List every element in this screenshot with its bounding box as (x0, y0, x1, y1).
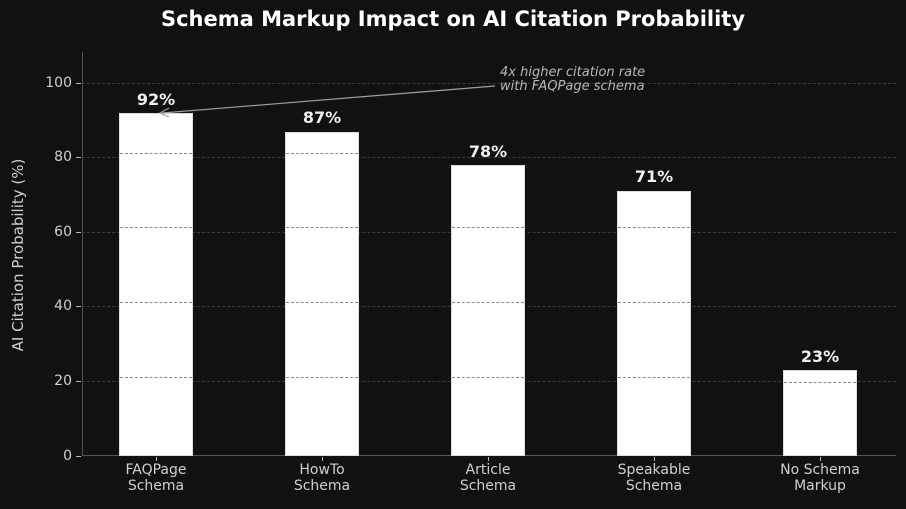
bar-value-label: 87% (302, 108, 342, 127)
x-tick (488, 457, 489, 461)
y-tick-label: 80 (54, 149, 72, 165)
plot-area: 0 20 40 60 80 100 92% 87% 78% 71% 23% FA… (45, 52, 896, 494)
y-tick (76, 381, 81, 382)
bar-value-label: 71% (634, 167, 674, 186)
bar-value-label: 23% (800, 347, 840, 366)
x-tick-label: Article Schema (459, 462, 517, 494)
chart-title: Schema Markup Impact on AI Citation Prob… (160, 7, 746, 31)
y-tick-label: 60 (54, 224, 72, 240)
gridline-80 (82, 157, 896, 158)
x-tick-label: FAQPage Schema (125, 462, 187, 494)
bar-value-label: 78% (468, 142, 508, 161)
y-tick (76, 232, 81, 233)
bar-speakable (617, 191, 691, 456)
x-tick (820, 457, 821, 461)
y-tick-label: 40 (54, 298, 72, 314)
y-tick-label: 100 (45, 75, 72, 91)
x-tick-label: HowTo Schema (293, 462, 351, 494)
y-tick (76, 306, 81, 307)
y-tick (76, 157, 81, 158)
gridline-100 (82, 83, 896, 84)
bar-howto (285, 132, 359, 456)
bar-article (451, 165, 525, 456)
bar-value-label: 92% (136, 90, 176, 109)
x-tick (156, 457, 157, 461)
bar-faqpage (119, 113, 193, 456)
y-tick (76, 83, 81, 84)
y-tick (76, 456, 81, 457)
y-tick-label: 0 (63, 448, 72, 464)
x-tick (322, 457, 323, 461)
y-tick-label: 20 (54, 373, 72, 389)
bar-no-schema (783, 370, 857, 456)
x-tick-label: Speakable Schema (617, 462, 691, 494)
x-tick-label: No Schema Markup (780, 462, 860, 494)
x-tick (654, 457, 655, 461)
y-axis (82, 52, 83, 456)
annotation-text: 4x higher citation rate with FAQPage sch… (500, 65, 646, 94)
